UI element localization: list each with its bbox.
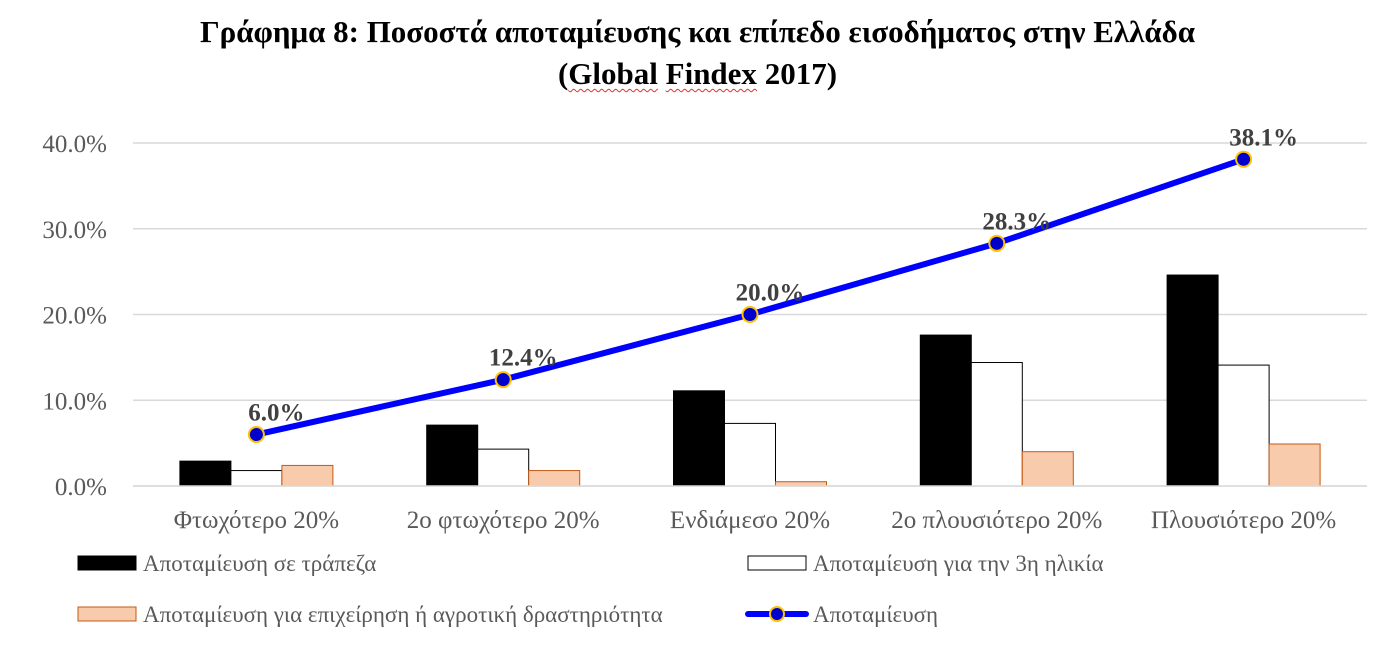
bar [1268, 443, 1321, 487]
bar [179, 460, 232, 487]
x-tick-label: Φτωχότερο 20% [174, 507, 339, 534]
legend-swatch [77, 555, 137, 571]
line-point [741, 306, 759, 323]
bar [230, 470, 283, 487]
data-label: 38.1% [1229, 124, 1298, 151]
y-tick-label: 20.0% [42, 303, 107, 330]
line-point [247, 426, 265, 444]
bar [919, 334, 972, 487]
line-point [494, 371, 512, 389]
legend-label: Αποταμίευση σε τράπεζα [143, 551, 376, 576]
data-label: 6.0% [248, 400, 304, 427]
bar [1166, 274, 1219, 487]
bar [477, 448, 530, 487]
legend-marker [769, 606, 785, 622]
subtitle-part: 2017) [756, 56, 838, 91]
y-tick-label: 10.0% [42, 388, 107, 415]
line-point [1235, 150, 1253, 168]
bar [1217, 364, 1270, 487]
x-tick-label: 2ο φτωχότερο 20% [407, 507, 600, 534]
subtitle-part: Global [568, 56, 658, 91]
legend-label: Αποταμίευση [813, 602, 938, 627]
bar [1021, 451, 1074, 487]
legend-swatch [77, 606, 137, 622]
bar [528, 470, 581, 487]
bar [724, 422, 776, 487]
x-tick-label: 2ο πλουσιότερο 20% [891, 507, 1102, 534]
legend-label: Αποταμίευση για την 3η ηλικία [813, 551, 1104, 576]
bar [281, 464, 334, 487]
data-label: 20.0% [736, 280, 805, 307]
y-tick-label: 0.0% [55, 474, 107, 501]
subtitle-part: Findex [665, 56, 757, 91]
data-label: 28.3% [982, 208, 1051, 235]
bar [970, 362, 1023, 487]
bar [426, 424, 479, 487]
bar [673, 390, 725, 487]
subtitle-part: ( [557, 56, 569, 91]
legend-label: Αποταμίευση για επιχείρηση ή αγροτική δρ… [143, 602, 663, 627]
legend-swatch [747, 555, 807, 571]
chart-title: Γράφημα 8: Ποσοστά αποταμίευσης και επίπ… [199, 14, 1196, 49]
y-tick-label: 30.0% [42, 217, 107, 244]
y-tick-label: 40.0% [42, 131, 107, 158]
line-point [988, 234, 1006, 252]
data-label: 12.4% [489, 345, 558, 372]
x-tick-label: Πλουσιότερο 20% [1151, 507, 1336, 534]
chart-subtitle: (Global Findex 2017) [0, 56, 1395, 92]
x-tick-label: Ενδιάμεσο 20% [670, 507, 830, 534]
